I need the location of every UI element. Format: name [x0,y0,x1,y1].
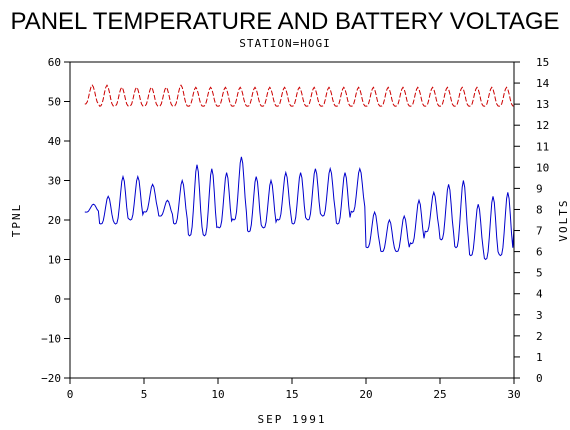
x-axis-ticks: 0 5 10 15 20 25 30 [67,378,521,401]
y-left-tick-label: 30 [48,175,61,188]
y-axis-left-ticks: −20 −10 0 10 20 30 40 50 60 [41,56,70,385]
y-left-tick-label: 50 [48,96,61,109]
series-layer [84,84,515,261]
chart-subtitle: STATION=HOGI [239,37,330,50]
y-right-tick-label: 9 [536,182,543,195]
y-left-tick-label: −20 [41,372,61,385]
y-right-tick-label: 3 [536,309,543,322]
y-right-tick-label: 8 [536,203,543,216]
x-tick-label: 10 [211,388,224,401]
y-left-tick-label: 0 [54,293,61,306]
x-tick-label: 5 [141,388,148,401]
x-tick-label: 0 [67,388,74,401]
y-right-tick-label: 12 [536,119,549,132]
y-axis-right-label: VOLTS [557,198,570,241]
y-right-tick-label: 10 [536,161,549,174]
y-right-tick-label: 4 [536,288,543,301]
y-right-tick-label: 13 [536,98,549,111]
y-right-tick-label: 5 [536,267,543,280]
series-line-tpnl [84,156,515,261]
x-tick-label: 25 [433,388,446,401]
y-right-tick-label: 2 [536,330,543,343]
y-left-tick-label: 10 [48,254,61,267]
y-right-tick-label: 11 [536,140,549,153]
y-right-tick-label: 1 [536,351,543,364]
y-right-tick-label: 14 [536,77,550,90]
x-tick-label: 20 [359,388,372,401]
y-left-tick-label: −10 [41,333,61,346]
y-right-tick-label: 15 [536,56,549,69]
series-line-volts [84,84,515,107]
y-right-tick-label: 6 [536,246,543,259]
y-left-tick-label: 20 [48,214,61,227]
x-tick-label: 15 [285,388,298,401]
y-left-tick-label: 40 [48,135,61,148]
y-left-tick-label: 60 [48,56,61,69]
x-tick-label: 30 [507,388,520,401]
y-right-tick-label: 0 [536,372,543,385]
y-right-tick-label: 7 [536,225,543,238]
chart-title: PANEL TEMPERATURE AND BATTERY VOLTAGE [10,8,559,35]
x-axis-label: SEP 1991 [258,413,327,426]
y-axis-left-label: TPNL [10,203,23,238]
